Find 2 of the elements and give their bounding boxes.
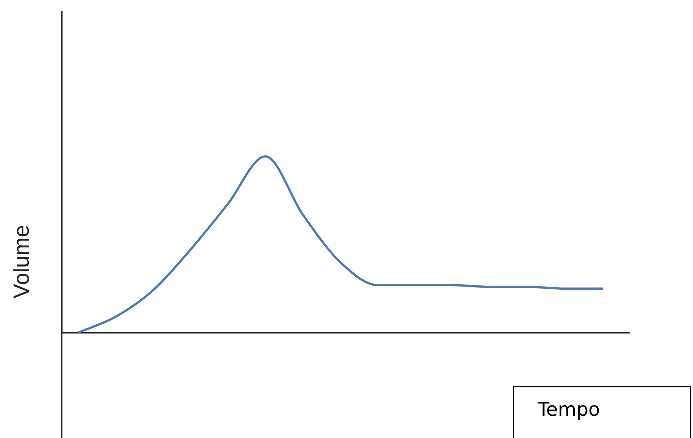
y-axis-title: Volume (9, 225, 35, 299)
text: Tempo (513, 386, 691, 438)
